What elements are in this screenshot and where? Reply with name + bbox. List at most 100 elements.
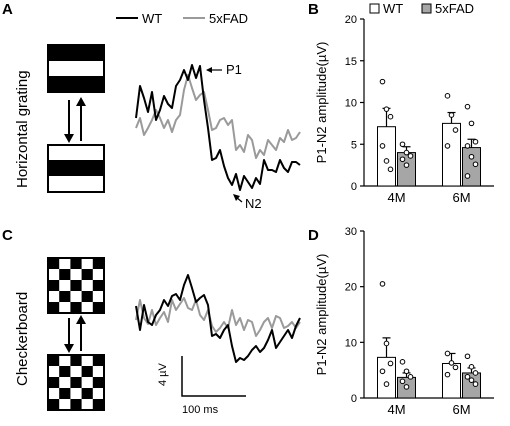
data-point — [464, 143, 471, 149]
scale-bar-time: 100 ms — [182, 404, 219, 416]
data-point — [387, 360, 394, 367]
checker-cell — [48, 377, 60, 388]
checker-cell — [59, 291, 71, 302]
data-point — [383, 106, 390, 112]
checker-cell — [81, 388, 93, 399]
data-point — [387, 113, 394, 120]
checker-cell — [48, 302, 60, 313]
trace-wt-horizontal — [135, 64, 301, 191]
vep-traces-checker — [135, 274, 301, 363]
checker-cell — [70, 280, 82, 291]
legend-label: WT — [383, 1, 403, 16]
trace-wt-checker — [135, 274, 301, 363]
bar-chart-d: P1-N2 amplitude(µV) 0 10 20 30 4M 6M — [314, 226, 494, 417]
data-point — [407, 374, 414, 380]
data-point — [383, 158, 390, 164]
data-point — [452, 127, 459, 133]
bar-5xfad-6m — [462, 147, 481, 187]
data-point — [399, 156, 406, 163]
checker-cell — [81, 291, 93, 302]
data-point — [403, 368, 410, 375]
data-point — [464, 353, 471, 360]
y-axis-label: P1-N2 amplitude(µV) — [314, 42, 329, 164]
data-point — [444, 371, 451, 378]
checker-cell — [81, 366, 93, 377]
grating-stimulus-top — [47, 44, 105, 93]
data-point — [379, 368, 386, 375]
y-tick-label: 20 — [345, 282, 357, 294]
checker-cell — [81, 269, 93, 280]
data-point — [407, 153, 414, 159]
y-tick-label: 10 — [345, 98, 357, 110]
data-point — [403, 162, 410, 168]
data-point — [383, 381, 390, 387]
vep-traces-horizontal: P1 N2 — [135, 62, 301, 211]
scale-bar: 4 µV 100 ms — [157, 356, 246, 416]
data-point — [464, 103, 471, 110]
checker-cell — [59, 388, 71, 399]
category-label: 4M — [387, 190, 405, 205]
data-point — [464, 173, 471, 179]
data-point — [379, 78, 386, 85]
checker-cell — [70, 355, 82, 366]
y-tick-label: 0 — [351, 181, 357, 193]
data-point — [468, 153, 475, 160]
reversal-arrows-bottom — [64, 315, 86, 353]
checker-cell — [92, 355, 104, 366]
data-point — [468, 120, 475, 127]
data-point — [444, 143, 451, 149]
y-tick-label: 0 — [351, 393, 357, 405]
data-point — [472, 370, 479, 376]
category-label: 4M — [387, 402, 405, 417]
y-tick-label: 20 — [345, 14, 357, 26]
legend-swatch — [369, 3, 380, 14]
checker-cell — [70, 258, 82, 269]
data-point — [464, 374, 471, 380]
checker-cell — [48, 258, 60, 269]
checkerboard-stimulus-top — [47, 257, 105, 314]
checker-cell — [92, 399, 104, 410]
data-point — [399, 378, 406, 385]
y-tick-label: 10 — [345, 337, 357, 349]
data-point — [399, 359, 406, 365]
legend-5xfad-label: 5xFAD — [209, 11, 248, 26]
data-point — [472, 381, 479, 387]
data-point — [448, 112, 455, 118]
panel-label-c: C — [2, 227, 13, 244]
data-point — [379, 281, 386, 287]
checker-cell — [70, 377, 82, 388]
n2-annotation: N2 — [245, 196, 262, 211]
category-label: 6M — [452, 190, 470, 205]
checker-cell — [70, 399, 82, 410]
panel-label-d: D — [308, 227, 319, 244]
bar-chart-b: P1-N2 amplitude(µV) 0 5 10 15 20 4M 6M WT 5xFAD — [314, 1, 494, 205]
data-point — [444, 93, 451, 99]
stimulus-label-checker: Checkerboard — [14, 292, 31, 386]
bar-wt-6m — [442, 122, 461, 187]
data-point — [472, 138, 479, 145]
legend-wt-label: WT — [142, 11, 162, 26]
legend-swatch — [421, 3, 432, 14]
checker-cell — [48, 399, 60, 410]
data-point — [383, 340, 390, 347]
legend-label: 5xFAD — [435, 1, 474, 16]
reversal-arrows-top — [64, 97, 86, 143]
data-point — [399, 141, 406, 148]
y-tick-label: 5 — [351, 139, 357, 151]
data-point — [468, 377, 475, 383]
data-point — [403, 384, 410, 390]
category-label: 6M — [452, 402, 470, 417]
checker-cell — [92, 280, 104, 291]
bar-wt-4m — [377, 126, 396, 187]
checker-cell — [92, 258, 104, 269]
checkerboard-stimulus-bottom — [47, 354, 105, 411]
y-tick-label: 15 — [345, 56, 357, 68]
trace-5xfad-horizontal — [135, 74, 301, 159]
panel-label-a: A — [2, 1, 13, 18]
data-point — [444, 350, 451, 357]
checker-cell — [92, 377, 104, 388]
trace-5xfad-checker — [135, 297, 301, 337]
checker-cell — [48, 355, 60, 366]
data-point — [448, 360, 455, 366]
